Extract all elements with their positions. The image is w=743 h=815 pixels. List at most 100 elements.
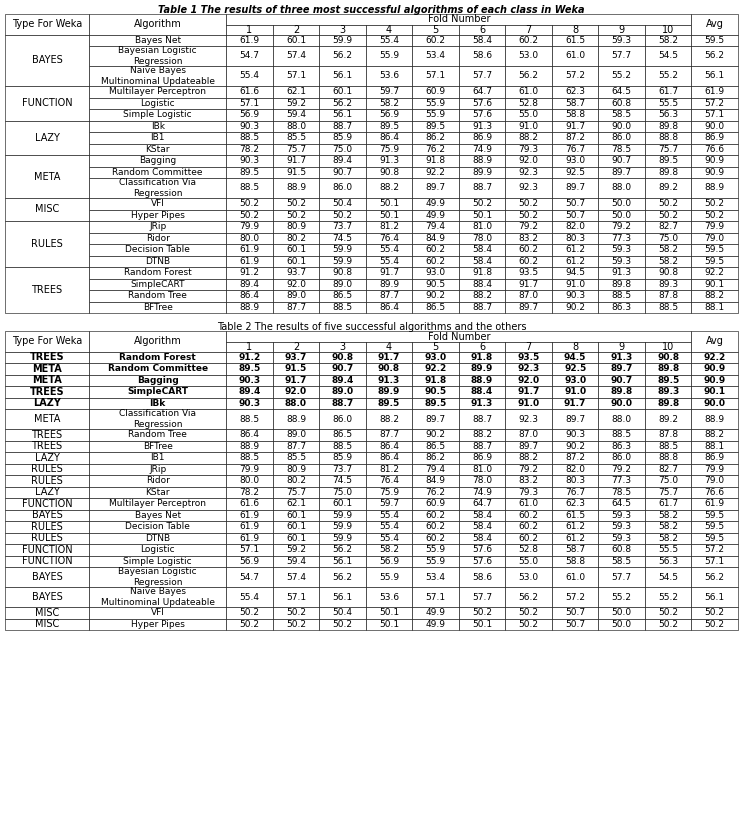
Bar bbox=[226, 363, 273, 375]
Text: 88.2: 88.2 bbox=[705, 430, 724, 439]
Text: FUNCTION: FUNCTION bbox=[22, 557, 72, 566]
Text: 60.1: 60.1 bbox=[332, 87, 353, 96]
Bar bbox=[459, 464, 505, 475]
Bar bbox=[645, 121, 692, 132]
Bar bbox=[505, 475, 552, 487]
Text: 89.0: 89.0 bbox=[332, 280, 353, 289]
Bar bbox=[552, 132, 598, 143]
Text: 76.6: 76.6 bbox=[704, 487, 725, 497]
Text: 87.2: 87.2 bbox=[565, 133, 585, 143]
Text: 90.8: 90.8 bbox=[658, 268, 678, 277]
Text: 61.2: 61.2 bbox=[565, 522, 585, 531]
Text: 57.6: 57.6 bbox=[472, 557, 492, 566]
Text: 88.2: 88.2 bbox=[379, 183, 399, 192]
Text: 79.2: 79.2 bbox=[611, 465, 632, 474]
Bar bbox=[598, 464, 645, 475]
Text: 86.3: 86.3 bbox=[611, 442, 632, 451]
Text: 88.7: 88.7 bbox=[332, 121, 353, 130]
Bar bbox=[5, 440, 89, 452]
Text: 83.2: 83.2 bbox=[519, 476, 539, 485]
Bar bbox=[319, 86, 366, 98]
Text: 88.9: 88.9 bbox=[472, 156, 492, 165]
Bar bbox=[505, 398, 552, 409]
Bar bbox=[89, 475, 226, 487]
Bar bbox=[692, 440, 738, 452]
Bar bbox=[273, 279, 319, 290]
Text: 53.4: 53.4 bbox=[426, 51, 446, 60]
Bar bbox=[226, 221, 273, 232]
Text: 87.7: 87.7 bbox=[379, 291, 399, 300]
Text: 50.2: 50.2 bbox=[333, 211, 352, 220]
Text: 79.3: 79.3 bbox=[519, 145, 539, 154]
Bar bbox=[273, 440, 319, 452]
Text: Naive Bayes
Multinominal Updateable: Naive Bayes Multinominal Updateable bbox=[100, 66, 215, 86]
Text: 55.4: 55.4 bbox=[379, 534, 399, 543]
Text: 90.8: 90.8 bbox=[331, 353, 354, 362]
Text: 50.1: 50.1 bbox=[472, 211, 492, 220]
Bar bbox=[319, 440, 366, 452]
Text: 58.4: 58.4 bbox=[472, 534, 492, 543]
Bar bbox=[552, 556, 598, 567]
Text: 86.9: 86.9 bbox=[704, 133, 725, 143]
Text: 50.7: 50.7 bbox=[565, 211, 585, 220]
Text: 89.8: 89.8 bbox=[611, 387, 633, 396]
Text: 61.0: 61.0 bbox=[519, 500, 539, 509]
Text: 61.0: 61.0 bbox=[519, 87, 539, 96]
Text: Logistic: Logistic bbox=[140, 99, 175, 108]
Text: 55.9: 55.9 bbox=[426, 99, 446, 108]
Text: 79.2: 79.2 bbox=[519, 222, 539, 231]
Text: 58.4: 58.4 bbox=[472, 36, 492, 45]
Text: 50.1: 50.1 bbox=[379, 211, 399, 220]
Bar bbox=[226, 279, 273, 290]
Text: 59.2: 59.2 bbox=[286, 99, 306, 108]
Text: 57.6: 57.6 bbox=[472, 99, 492, 108]
Bar bbox=[692, 267, 738, 279]
Bar bbox=[273, 375, 319, 386]
Bar bbox=[5, 567, 89, 587]
Bar bbox=[459, 440, 505, 452]
Text: RULES: RULES bbox=[31, 533, 63, 544]
Text: 56.2: 56.2 bbox=[333, 545, 352, 554]
Bar bbox=[5, 86, 89, 121]
Text: 88.5: 88.5 bbox=[658, 442, 678, 451]
Bar bbox=[319, 351, 366, 363]
Bar bbox=[319, 398, 366, 409]
Bar bbox=[412, 398, 459, 409]
Text: 1: 1 bbox=[247, 24, 253, 35]
Bar bbox=[552, 209, 598, 221]
Bar bbox=[273, 351, 319, 363]
Bar bbox=[366, 386, 412, 398]
Text: 62.3: 62.3 bbox=[565, 500, 585, 509]
Text: 80.2: 80.2 bbox=[286, 234, 306, 243]
Bar bbox=[645, 155, 692, 166]
Bar bbox=[5, 363, 89, 375]
Text: 87.7: 87.7 bbox=[286, 442, 306, 451]
Bar bbox=[226, 86, 273, 98]
Text: 59.4: 59.4 bbox=[286, 110, 306, 119]
Bar bbox=[505, 290, 552, 302]
Text: 59.5: 59.5 bbox=[704, 522, 725, 531]
Text: 89.5: 89.5 bbox=[426, 121, 446, 130]
Text: 3: 3 bbox=[340, 341, 345, 352]
Bar bbox=[505, 255, 552, 267]
Text: 61.7: 61.7 bbox=[658, 500, 678, 509]
Bar bbox=[319, 166, 366, 178]
Text: 58.2: 58.2 bbox=[658, 36, 678, 45]
Bar bbox=[226, 521, 273, 532]
Bar bbox=[598, 498, 645, 509]
Bar bbox=[412, 487, 459, 498]
Text: 88.0: 88.0 bbox=[286, 121, 306, 130]
Bar bbox=[89, 544, 226, 556]
Text: 76.6: 76.6 bbox=[704, 145, 725, 154]
Bar bbox=[226, 267, 273, 279]
Text: BAYES: BAYES bbox=[32, 592, 62, 602]
Text: 55.9: 55.9 bbox=[426, 557, 446, 566]
Text: Type For Weka: Type For Weka bbox=[12, 20, 82, 29]
Bar bbox=[273, 121, 319, 132]
Text: 64.5: 64.5 bbox=[611, 500, 632, 509]
Text: 79.9: 79.9 bbox=[239, 465, 259, 474]
Text: Bagging: Bagging bbox=[139, 156, 176, 165]
Text: 58.6: 58.6 bbox=[472, 51, 492, 60]
Bar bbox=[505, 498, 552, 509]
Text: 60.2: 60.2 bbox=[426, 534, 446, 543]
